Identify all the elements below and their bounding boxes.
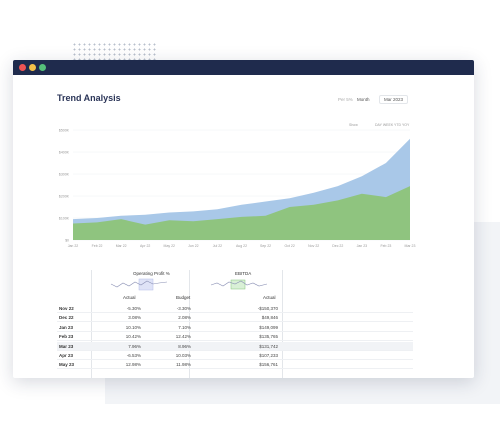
x-tick-label: Apr 22	[140, 244, 150, 248]
cell-ebitda-actual: -$150,370	[257, 306, 278, 311]
x-tick-label: Aug 22	[236, 244, 247, 248]
x-tick-label: Nov 22	[308, 244, 319, 248]
app-window: Trend Analysis Per 5% Month Mar 2023 Sho…	[13, 60, 474, 378]
actual-area-series	[73, 186, 410, 240]
cell-op-actual: -6.53%	[126, 353, 141, 358]
cell-ebitda-actual: $107,233	[259, 353, 278, 358]
column-divider	[189, 270, 190, 378]
cell-op-actual: 12.98%	[125, 362, 141, 368]
row-label: Jan 23	[59, 324, 74, 330]
cell-ebitda-actual: $49,846	[261, 315, 278, 321]
table-row[interactable]: Feb 23 10.42% 12.42% $135,765	[57, 332, 413, 342]
cell-op-actual: -5.30%	[126, 306, 141, 311]
y-tick-label: $400K	[59, 151, 70, 155]
row-label: Mar 23	[59, 343, 74, 349]
cell-ebitda-actual: $135,765	[259, 334, 278, 340]
cell-op-budget: 10.03%	[175, 353, 191, 358]
show-label: Show	[349, 123, 358, 127]
maximize-dot-icon[interactable]	[39, 64, 46, 71]
col-ebitda-actual: Actual	[263, 295, 276, 300]
row-label: Nov 22	[59, 306, 74, 311]
table-row[interactable]: Dec 22 3.08% 2.08% $49,846	[57, 313, 413, 323]
cell-op-actual: 10.10%	[125, 324, 141, 330]
group-header-ebitda: EBITDA	[235, 271, 252, 276]
group-header-operating-profit: Operating Profit %	[133, 271, 170, 276]
cell-op-budget: 8.96%	[178, 343, 191, 349]
table-row[interactable]: Mar 23 7.96% 8.96% $131,742	[57, 341, 413, 351]
x-tick-label: Mar 23	[405, 244, 416, 248]
y-tick-label: $300K	[59, 173, 70, 177]
cell-op-actual: 3.08%	[128, 315, 141, 321]
cell-ebitda-actual: $131,742	[259, 343, 278, 349]
date-picker[interactable]: Mar 2023	[379, 95, 409, 104]
cell-op-actual: 7.96%	[128, 343, 141, 349]
cell-op-budget: 12.42%	[175, 334, 191, 340]
x-tick-label: Dec 22	[332, 244, 343, 248]
row-label: Dec 22	[59, 315, 74, 321]
range-toggle[interactable]: DAY WEEK YTD YOY	[375, 123, 410, 127]
x-tick-label: Jun 22	[188, 244, 199, 248]
cell-op-budget: 11.98%	[176, 362, 191, 368]
table-row[interactable]: Nov 22 -5.30% -3.30% -$150,370	[57, 304, 413, 313]
x-tick-label: Jul 22	[213, 244, 222, 248]
window-titlebar	[13, 60, 474, 75]
y-tick-label: $200K	[59, 195, 70, 199]
cell-op-budget: -3.30%	[176, 306, 191, 311]
table-row[interactable]: Apr 23 -6.53% 10.03% $107,233	[57, 351, 413, 360]
table-row[interactable]: Jan 23 10.10% 7.10% $149,099	[57, 323, 413, 332]
y-tick-label: $500K	[59, 129, 70, 133]
cell-op-budget: 2.08%	[178, 315, 191, 321]
row-label: May 23	[59, 362, 75, 368]
x-tick-label: Oct 22	[284, 244, 294, 248]
cell-op-actual: 10.42%	[125, 334, 141, 340]
close-dot-icon[interactable]	[19, 64, 26, 71]
table-row[interactable]: May 23 12.98% 11.98% $156,761	[57, 360, 413, 370]
col-actual: Actual	[123, 295, 136, 300]
column-divider	[282, 270, 283, 378]
cell-op-budget: 7.10%	[178, 324, 191, 330]
page-title: Trend Analysis	[57, 93, 121, 103]
column-divider	[91, 270, 92, 378]
cell-ebitda-actual: $149,099	[259, 324, 278, 330]
ebitda-sparkline	[210, 279, 268, 290]
y-tick-label: $100K	[59, 217, 70, 221]
cell-ebitda-actual: $156,761	[259, 362, 278, 368]
row-label: Apr 23	[59, 353, 74, 358]
dot-pattern	[72, 42, 158, 62]
x-tick-label: May 22	[164, 244, 176, 248]
x-tick-label: Sep 22	[260, 244, 271, 248]
granularity-select[interactable]: Month	[357, 97, 370, 102]
x-tick-label: Feb 23	[380, 244, 391, 248]
x-tick-label: Feb 22	[92, 244, 103, 248]
y-tick-label: $0	[65, 239, 69, 243]
x-tick-label: Mar 22	[116, 244, 127, 248]
x-tick-label: Jan 22	[68, 244, 79, 248]
minimize-dot-icon[interactable]	[29, 64, 36, 71]
period-filter[interactable]: Per 5%	[338, 97, 353, 102]
row-label: Feb 23	[59, 334, 74, 340]
operating-profit-sparkline	[110, 278, 168, 291]
x-tick-label: Jan 23	[357, 244, 368, 248]
col-budget: Budget	[176, 295, 191, 300]
trend-area-chart: $0 $100K $200K $300K $400K $500K Jan 22 Feb 22 M…	[59, 129, 416, 249]
